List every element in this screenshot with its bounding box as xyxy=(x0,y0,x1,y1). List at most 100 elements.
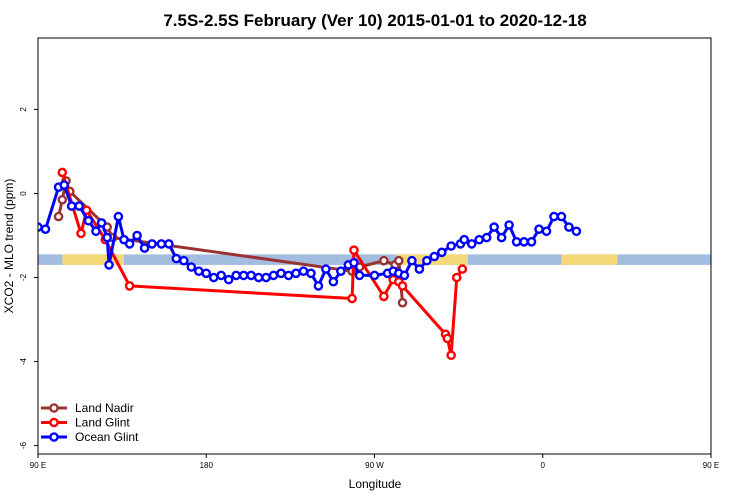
data-point xyxy=(59,180,69,190)
data-point xyxy=(397,281,408,291)
data-point xyxy=(83,215,94,226)
x-tick-label: 180 xyxy=(200,461,214,470)
legend-marker xyxy=(49,403,59,413)
series-line xyxy=(57,179,404,303)
data-point xyxy=(504,220,514,230)
data-point xyxy=(534,224,544,234)
data-point xyxy=(238,270,249,281)
data-point xyxy=(132,230,142,241)
y-tick-label: 0 xyxy=(19,191,28,196)
data-point xyxy=(246,270,256,281)
data-point xyxy=(193,266,204,277)
data-point xyxy=(399,270,410,281)
data-point xyxy=(446,350,456,361)
x-axis-label: Longitude xyxy=(349,477,402,491)
data-point xyxy=(268,270,279,281)
data-point xyxy=(511,236,522,247)
land-band-segment xyxy=(735,254,750,265)
data-point xyxy=(429,251,440,262)
data-point xyxy=(571,226,582,237)
y-tick-label: 2 xyxy=(19,107,28,112)
data-point xyxy=(113,211,124,222)
legend-label: Land Glint xyxy=(75,416,130,430)
data-point xyxy=(519,236,529,247)
plot-frame xyxy=(37,37,712,455)
y-tick-label: -6 xyxy=(19,441,28,449)
data-point xyxy=(91,226,101,237)
legend-label: Land Nadir xyxy=(75,401,134,415)
x-tick-label: 90 E xyxy=(30,461,46,470)
data-point xyxy=(124,281,135,291)
data-point xyxy=(76,228,86,239)
data-point xyxy=(57,194,68,205)
data-point xyxy=(186,262,197,272)
legend-marker xyxy=(49,417,59,428)
series-1 xyxy=(57,167,468,361)
data-point xyxy=(164,239,174,249)
data-point xyxy=(349,258,359,268)
data-point xyxy=(283,270,294,281)
data-point xyxy=(156,239,167,249)
data-point xyxy=(336,266,346,277)
data-point xyxy=(474,234,484,245)
x-tick-label: 90 W xyxy=(365,461,384,470)
data-point xyxy=(459,234,470,245)
sea-band xyxy=(38,254,711,265)
data-point xyxy=(541,226,552,237)
chart-title: 7.5S-2.5S February (Ver 10) 2015-01-01 t… xyxy=(163,11,586,30)
data-point xyxy=(306,268,316,279)
legend-marker xyxy=(49,432,59,442)
data-point xyxy=(179,255,189,266)
data-point xyxy=(526,236,537,247)
series-2 xyxy=(38,180,582,291)
data-point xyxy=(147,239,157,249)
data-point xyxy=(379,291,389,302)
data-point xyxy=(124,239,135,249)
data-point xyxy=(349,245,359,256)
data-point xyxy=(354,270,365,281)
series-line xyxy=(60,172,464,357)
data-point xyxy=(216,270,227,281)
data-point xyxy=(496,232,507,243)
data-point xyxy=(223,274,234,285)
series-layer xyxy=(38,167,582,361)
data-point xyxy=(414,264,425,274)
data-point xyxy=(442,333,453,344)
data-point xyxy=(556,211,567,222)
data-point xyxy=(489,222,499,232)
data-point xyxy=(40,224,51,234)
x-tick-label: 0 xyxy=(541,461,546,470)
y-tick-label: -2 xyxy=(19,273,28,281)
data-point xyxy=(466,239,477,249)
data-point xyxy=(446,241,456,251)
data-point xyxy=(347,293,357,304)
data-point xyxy=(74,201,84,211)
data-point xyxy=(549,211,559,222)
data-point xyxy=(53,211,64,222)
data-point xyxy=(66,201,77,211)
data-point xyxy=(564,222,574,232)
data-point xyxy=(321,264,331,274)
axes: 90 E 180 90 W 0 90 E -6 -4 -2 0 2 xyxy=(19,107,719,470)
data-point xyxy=(139,243,150,253)
data-point xyxy=(291,268,301,279)
data-point xyxy=(394,255,404,266)
data-point xyxy=(201,268,212,279)
data-point xyxy=(407,255,417,266)
data-point xyxy=(313,281,324,291)
data-point xyxy=(253,272,264,283)
data-point xyxy=(104,260,114,270)
legend-label: Ocean Glint xyxy=(75,430,139,444)
land-band-segment xyxy=(561,254,618,265)
data-point xyxy=(422,255,432,266)
data-point xyxy=(457,264,468,274)
land-band-segment xyxy=(62,254,124,265)
data-point xyxy=(96,218,107,228)
data-point xyxy=(436,247,447,258)
data-point xyxy=(261,272,271,283)
data-point xyxy=(231,270,241,281)
data-point xyxy=(328,276,339,287)
data-point xyxy=(481,232,492,243)
